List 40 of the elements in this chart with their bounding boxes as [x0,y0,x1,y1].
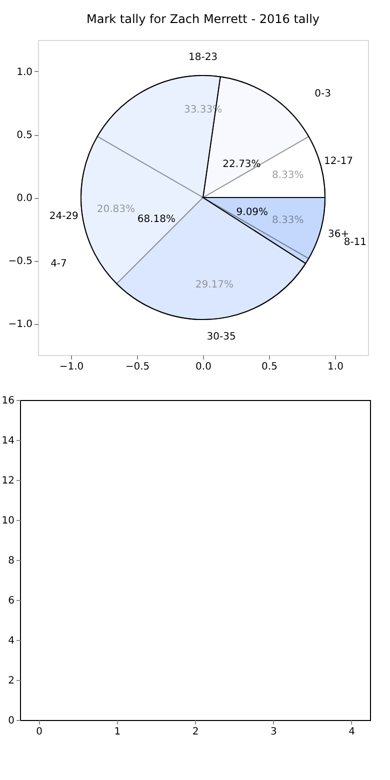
data-label: 8.33% [272,170,304,181]
data-label: 68.18% [137,214,176,225]
chart-title: Mark tally for Zach Merrett - 2016 tally [86,12,320,26]
y-tick-label: 6 [8,596,14,606]
y-tick-label: 0.0 [16,193,32,204]
y-tick-label: 0 [8,716,14,726]
x-tick-label: 0.5 [262,362,278,372]
x-tick-label: 1 [114,726,121,738]
x-tick-label: 0.0 [196,362,212,372]
slice-label: 0-3 [314,88,332,100]
data-label: 22.73% [222,158,261,170]
y-tick-label: 12 [2,476,14,486]
data-label: 9.09% [236,206,268,218]
x-tick-label: 2 [192,726,199,738]
pie-slice [80,75,306,320]
y-tick-label: 10 [2,516,14,526]
data-label: 20.83% [96,204,135,215]
slice-label: 8-11 [344,237,367,248]
data-label: 29.17% [195,280,234,291]
slice-label: 24-29 [49,210,78,222]
y-tick-label: 0.5 [16,130,32,141]
y-tick-label: 2 [8,676,14,686]
x-tick-label: 4 [348,726,355,738]
y-tick-label: −1.0 [8,319,32,330]
slice-label: 4-7 [50,258,67,270]
y-tick-label: −0.5 [8,256,32,267]
x-tick-label: 1.0 [328,362,344,372]
y-tick-label: 8 [8,556,14,566]
y-tick-label: 16 [2,396,14,406]
x-tick-label: −1.0 [59,362,84,372]
x-tick-label: 0 [36,726,42,738]
data-label: 8.33% [272,215,304,226]
slice-label: 12-17 [324,156,354,168]
y-tick-label: 1.0 [16,67,32,78]
x-tick-label: −0.5 [125,362,150,372]
x-tick-label: 3 [270,726,277,738]
y-tick-label: 14 [2,436,14,446]
slice-label: 30-35 [206,332,236,343]
slice-label: 18-23 [188,52,218,64]
y-tick-label: 4 [8,636,14,646]
